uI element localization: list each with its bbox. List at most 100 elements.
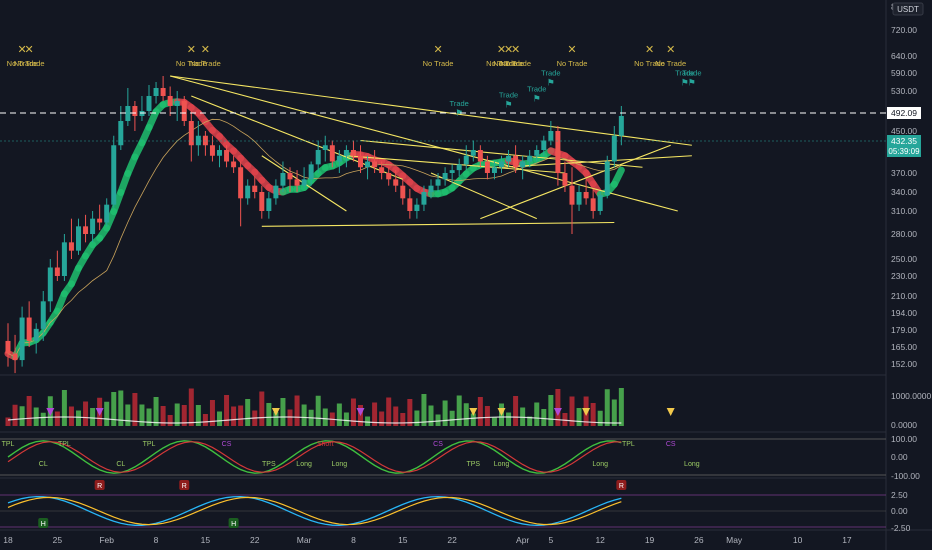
time-tick-label: 5 [548, 535, 553, 545]
volume-bar [83, 401, 89, 426]
candle-body [280, 173, 286, 186]
trendline [480, 144, 671, 220]
volume-bar [513, 396, 519, 426]
volume-bar [414, 410, 420, 426]
volume-bar [90, 408, 96, 426]
volume-bar [386, 397, 392, 426]
candle-body [245, 185, 251, 199]
ma-ribbon-segment [610, 166, 625, 188]
volume-bar [442, 400, 448, 426]
price-tick-label: 280.00 [891, 229, 917, 239]
volume-bar [139, 404, 145, 426]
volume-bar [76, 410, 81, 426]
volume-bar [618, 388, 624, 426]
candle-body [174, 101, 180, 106]
oscillator-pane-1[interactable]: TPL TPL TPL CS Short CS TPS Long Long CL CL TPS Long… [0, 434, 920, 481]
time-tick-label: Mar [297, 535, 312, 545]
volume-bar [174, 403, 180, 426]
price-axis[interactable]: 720.00640.00590.00530.00450.00410.00370.… [891, 25, 917, 369]
volume-bar [379, 411, 385, 426]
signal-annotations: ✕No Trade✕No Trade✕No Trade✕No Trade✕No … [7, 44, 702, 118]
price-pane[interactable] [4, 75, 692, 374]
volume-bar [315, 395, 321, 426]
volume-bar [541, 409, 547, 426]
volume-bar [273, 412, 279, 426]
candle-body [238, 167, 244, 199]
volume-bar [61, 390, 67, 426]
time-axis[interactable]: 18 25 Feb 8 15 22 Mar 8 15 22 Apr 5 12 19 26 May 10 17 [3, 535, 852, 545]
osc2-signal-badge [38, 518, 49, 528]
candle-body [118, 121, 124, 146]
candle-body [97, 218, 103, 223]
volume-bar [611, 399, 617, 426]
osc1-slow-line [7, 441, 622, 473]
volume-bar [202, 414, 208, 426]
volume-signal-marker-icon [95, 408, 104, 416]
price-tick-label: 250.00 [891, 254, 917, 264]
last-price-badge: 492.09 [887, 107, 921, 119]
osc1-signal-label: TPL [143, 441, 156, 448]
candle-body [569, 185, 575, 205]
volume-bar [484, 406, 490, 426]
no-trade-marker-icon: ✕ [25, 44, 34, 56]
no-trade-marker-icon: ✕ [567, 44, 576, 56]
osc2-fast-line [7, 495, 622, 527]
current-price-label: 432.35 [891, 136, 917, 146]
osc1-signal-label: Long [684, 461, 700, 468]
volume-bar [294, 395, 300, 426]
candle-body [167, 96, 173, 106]
no-trade-label: No Trade [634, 59, 665, 68]
volume-signal-marker-icon [497, 408, 506, 416]
candle-body [611, 135, 617, 162]
candle-body [365, 161, 371, 168]
volume-bar [555, 389, 561, 426]
volume-bar [407, 399, 413, 426]
no-trade-marker-icon: ✕ [645, 44, 654, 56]
no-trade-marker-icon: ✕ [497, 44, 506, 56]
volume-bar [188, 388, 194, 426]
time-tick-label: 15 [398, 535, 408, 545]
candle-body [54, 267, 60, 276]
price-tick-label: 194.00 [891, 308, 917, 318]
volume-bar [146, 408, 152, 426]
volume-bar [343, 412, 349, 426]
candle-body [604, 161, 610, 196]
no-trade-label: No Trade [500, 59, 531, 68]
no-trade-marker-icon: ✕ [201, 44, 210, 56]
candle-body [400, 185, 406, 199]
no-trade-marker-icon: ✕ [17, 44, 26, 56]
no-trade-label: No Trade [7, 59, 38, 68]
candle-body [26, 317, 32, 341]
volume-bar [195, 405, 201, 426]
trade-label: Trade [527, 85, 546, 94]
osc1-axis-label: -100.00 [891, 471, 920, 481]
currency-button[interactable]: USDT [892, 2, 924, 16]
candle-body [273, 185, 279, 199]
price-tick-label: 230.00 [891, 271, 917, 281]
trade-flag-icon: ⚑ [455, 108, 463, 118]
price-tick-label: 590.00 [891, 68, 917, 78]
trade-label: Trade [450, 99, 469, 108]
trade-flag-icon: ⚑ [688, 77, 696, 87]
price-tick-label: 179.00 [891, 325, 917, 335]
volume-bar [26, 396, 32, 426]
volume-bar [421, 394, 427, 426]
trendline [501, 155, 692, 168]
oscillator-pane-2[interactable]: R R R H H 2.50 0.00 -2.50 [0, 480, 911, 533]
volume-bar [231, 406, 237, 426]
candle-body [68, 242, 74, 251]
candle-body [372, 161, 378, 168]
osc2-axis-label: 0.00 [891, 506, 908, 516]
volume-bar [470, 413, 476, 426]
volume-bar [245, 399, 251, 426]
volume-bar [463, 403, 469, 426]
osc1-signal-label: TPS [466, 461, 480, 468]
time-tick-label: 15 [201, 535, 211, 545]
price-tick-label: 210.00 [891, 291, 917, 301]
volume-bar [590, 403, 596, 426]
volume-pane[interactable]: 1000.0000 0.0000 [5, 388, 932, 430]
candle-body [343, 150, 349, 156]
trade-label: Trade [541, 68, 560, 77]
trade-flag-icon: ⚑ [681, 77, 689, 87]
